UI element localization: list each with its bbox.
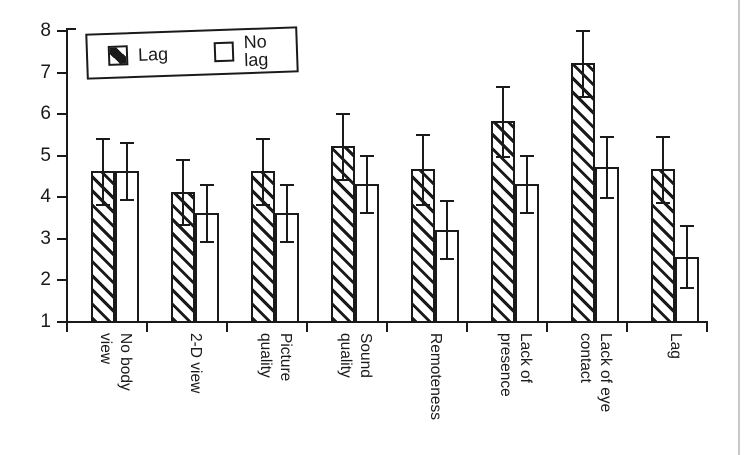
- legend-label-no-lag: No lag: [243, 31, 269, 71]
- error-bar-line: [342, 113, 344, 180]
- error-bar-cap-top: [440, 200, 454, 203]
- y-tick-label: 1: [40, 311, 51, 332]
- error-bar-cap-top: [496, 86, 510, 89]
- error-bar-cap-top: [256, 138, 270, 141]
- y-tick-label: 2: [40, 269, 51, 291]
- y-tick: [57, 30, 66, 32]
- error-bar-cap-top: [520, 154, 534, 157]
- error-bar-cap-bottom: [440, 257, 454, 260]
- x-tick: [706, 321, 708, 332]
- error-bar-cap-top: [416, 133, 430, 136]
- error-bar-cap-bottom: [176, 224, 190, 227]
- x-tick: [66, 321, 68, 332]
- hatched-swatch-icon: [107, 45, 129, 66]
- error-bar-line: [182, 158, 184, 226]
- y-tick: [57, 154, 66, 157]
- error-bar-cap-top: [176, 158, 190, 161]
- error-bar-cap-top: [200, 183, 214, 186]
- category-label: Sound quality: [337, 333, 374, 378]
- error-bar-cap-bottom: [416, 203, 430, 206]
- error-bar-cap-bottom: [280, 241, 294, 243]
- y-tick-label: 6: [40, 103, 51, 125]
- error-bar-line: [582, 30, 584, 97]
- error-bar-cap-bottom: [576, 95, 590, 98]
- legend-label-lag: Lag: [137, 43, 169, 65]
- y-axis-line: [66, 28, 68, 323]
- error-bar-line: [606, 136, 608, 199]
- x-tick: [386, 321, 388, 332]
- y-tick: [57, 71, 66, 74]
- x-tick: [226, 321, 228, 332]
- y-tick: [57, 321, 66, 323]
- y-tick-label: 8: [40, 20, 51, 41]
- error-bar-cap-top: [280, 183, 294, 186]
- error-bar-cap-bottom: [200, 241, 214, 243]
- y-axis-top-cap: [66, 28, 76, 30]
- error-bar-cap-bottom: [96, 203, 110, 206]
- category-label: No body view: [97, 333, 134, 391]
- error-bar-line: [502, 86, 504, 157]
- category-label: Remoteness: [427, 333, 444, 421]
- error-bar-cap-top: [336, 113, 350, 116]
- error-bar-cap-bottom: [256, 203, 270, 206]
- x-tick: [466, 321, 468, 332]
- x-tick: [146, 321, 148, 332]
- category-label: Lag: [667, 333, 684, 359]
- error-bar-cap-bottom: [336, 178, 350, 181]
- y-tick-label: 4: [40, 186, 51, 208]
- legend: Lag No lag: [85, 26, 299, 80]
- x-tick: [306, 321, 308, 332]
- legend-item-lag: Lag: [107, 43, 169, 66]
- category-label: Lack of eye contact: [577, 333, 614, 413]
- error-bar-line: [102, 138, 104, 205]
- plain-swatch-icon: [213, 41, 235, 63]
- y-tick: [57, 113, 66, 116]
- bar-lag: [571, 63, 595, 323]
- error-bar-line: [366, 154, 368, 213]
- error-bar-cap-top: [120, 142, 134, 145]
- error-bar-line: [446, 200, 448, 259]
- error-bar-cap-bottom: [600, 197, 614, 200]
- error-bar-cap-top: [600, 136, 614, 138]
- error-bar-cap-bottom: [520, 211, 534, 214]
- error-bar-cap-bottom: [656, 201, 670, 204]
- y-tick: [57, 279, 66, 282]
- error-bar-line: [126, 142, 128, 201]
- error-bar-cap-top: [680, 225, 694, 228]
- error-bar-line: [662, 136, 664, 203]
- category-label: Lack of presence: [497, 333, 534, 397]
- category-label: 2-D view: [187, 333, 204, 394]
- legend-item-no-lag: No lag: [213, 31, 296, 70]
- error-bar-cap-bottom: [680, 286, 694, 289]
- error-bar-cap-top: [360, 154, 374, 157]
- error-bar-cap-top: [656, 136, 670, 138]
- category-label: Picture quality: [257, 333, 294, 382]
- y-tick-label: 3: [40, 227, 51, 249]
- error-bar-line: [262, 138, 264, 205]
- y-tick: [57, 196, 66, 199]
- y-tick: [57, 237, 66, 240]
- error-bar-line: [206, 183, 208, 242]
- page-edge-line: [738, 0, 740, 455]
- x-tick: [546, 321, 548, 332]
- error-bar-cap-top: [576, 30, 590, 32]
- bar-no-lag: [595, 167, 619, 323]
- bar-lag: [91, 171, 115, 323]
- error-bar-cap-bottom: [496, 155, 510, 158]
- x-tick: [626, 321, 628, 332]
- error-bar-line: [526, 154, 528, 213]
- error-bar-cap-bottom: [360, 211, 374, 214]
- error-bar-cap-bottom: [120, 199, 134, 202]
- error-bar-line: [686, 225, 688, 288]
- error-bar-line: [422, 133, 424, 205]
- error-bar-line: [286, 183, 288, 242]
- y-tick-label: 5: [40, 144, 51, 166]
- error-bar-cap-top: [96, 138, 110, 141]
- y-tick-label: 7: [40, 61, 51, 83]
